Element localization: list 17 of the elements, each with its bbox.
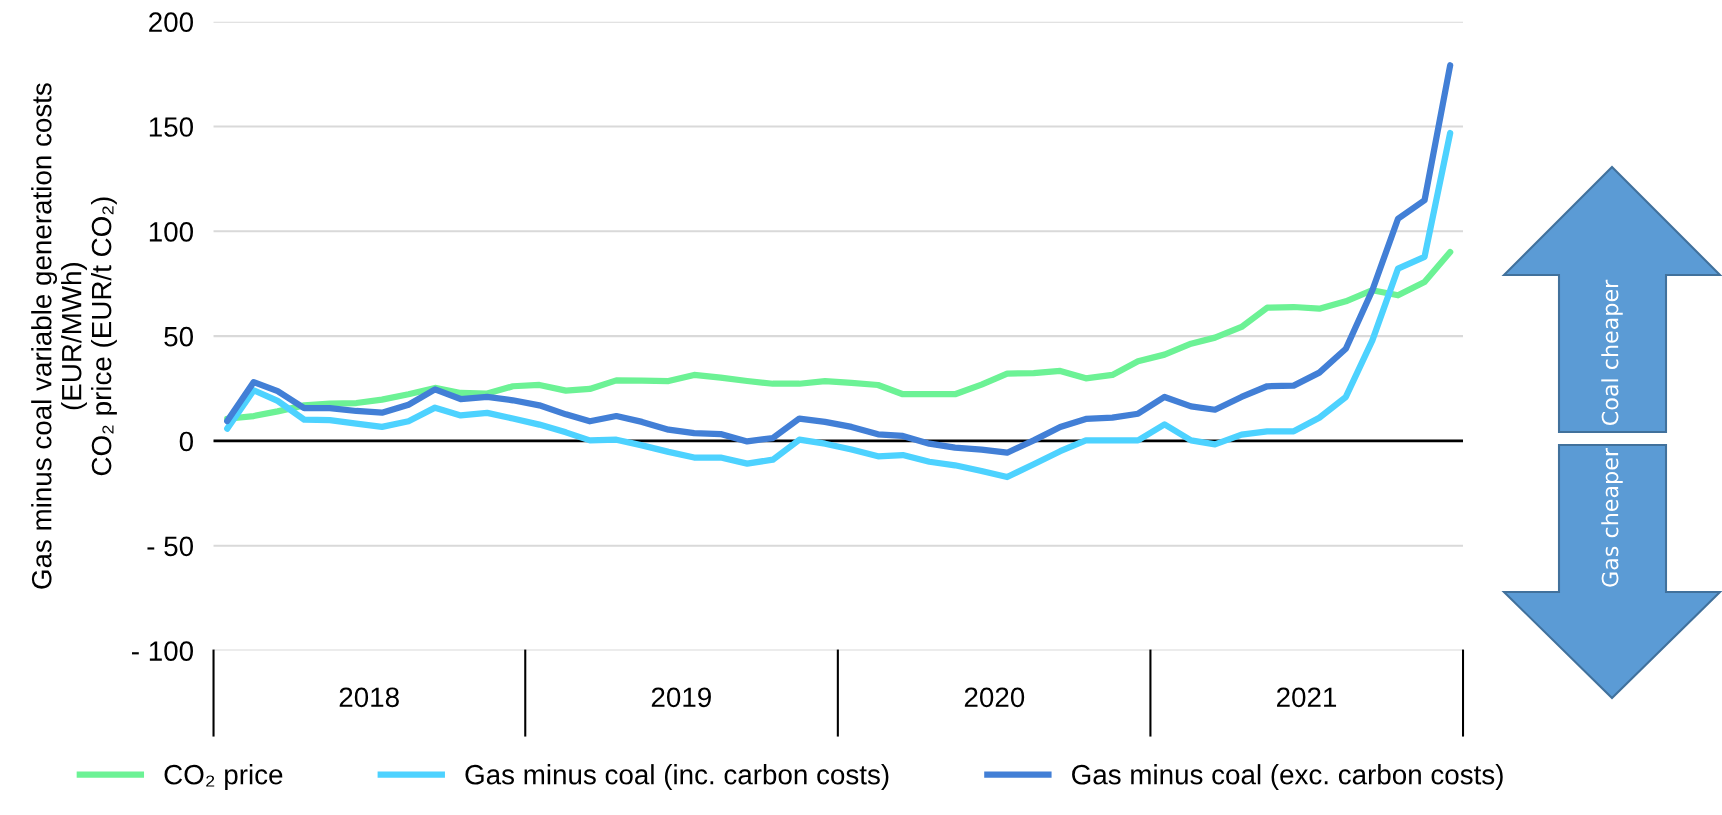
legend-label: Gas minus coal (inc. carbon costs) — [465, 764, 889, 790]
y-tick-label: - 50 — [147, 536, 193, 557]
text: Gas cheaper — [1601, 448, 1623, 587]
y-tick-label: 200 — [149, 12, 193, 33]
x-tick-label: 2018 — [339, 687, 399, 708]
y-tick-label: 50 — [164, 326, 193, 347]
x-tick-label: 2019 — [651, 687, 711, 708]
y-tick-label: 150 — [149, 117, 193, 137]
text: Coal cheaper — [1601, 279, 1623, 425]
x-tick-label: 2020 — [964, 687, 1025, 708]
y-axis-title: Gas minus coal variable generation costs (EUR/MWh) CO₂ price (EUR/t CO₂) — [31, 83, 117, 589]
legend-label: CO₂ price — [164, 764, 283, 790]
y-tick-label: - 100 — [132, 641, 193, 661]
y-tick-label: 100 — [149, 221, 193, 242]
legend-label: Gas minus coal (exc. carbon costs) — [1072, 764, 1503, 790]
x-tick-label: 2021 — [1277, 687, 1337, 708]
y-tick-label: 0 — [179, 431, 193, 452]
